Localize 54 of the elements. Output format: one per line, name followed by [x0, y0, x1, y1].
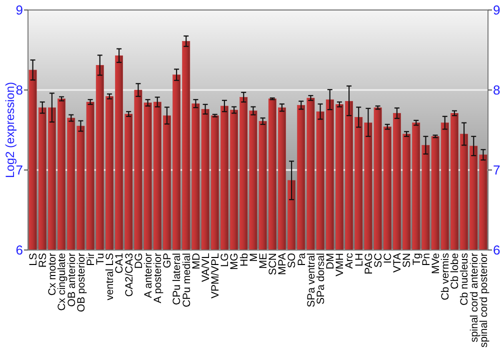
x-tick-label: M	[248, 253, 260, 262]
x-tick-label: OB anterior	[66, 252, 78, 307]
x-tick-label: SN	[401, 253, 414, 268]
x-tick-label: Pir	[84, 252, 97, 266]
x-tick-label: A posterior	[152, 252, 164, 304]
y-tick-label: 9	[16, 2, 23, 18]
x-tick-label: VTA	[392, 253, 404, 273]
x-tick-label: GP	[162, 253, 174, 268]
x-tick-label: DM	[324, 253, 337, 270]
x-tick-label: MPA	[276, 253, 289, 275]
y-tick-label: 8	[16, 82, 23, 98]
x-tick-label: Arc	[344, 253, 356, 269]
x-tick-label: OB posterior	[75, 252, 88, 312]
x-tick-label: A anterior	[142, 252, 154, 298]
x-tick-label: SC	[372, 252, 384, 268]
x-tick-label: MD	[190, 252, 202, 270]
x-tick-label: SCN	[267, 253, 280, 276]
x-tick-label: SO	[286, 253, 298, 268]
y2-tick-label: 7	[493, 162, 500, 178]
x-tick-label: Pa	[296, 252, 308, 266]
x-tick-label: LS	[27, 253, 40, 266]
x-tick-label: CA2/CA3	[123, 252, 136, 297]
x-tick-label: Hb	[238, 252, 250, 266]
x-tick-label: ME	[257, 253, 270, 269]
x-tick-label: Cx cingulate	[56, 252, 68, 311]
x-tick-label: CPu lateral	[171, 253, 184, 305]
y2-tick-label: 8	[493, 82, 500, 98]
x-tick-label: DG	[132, 253, 145, 269]
y2-tick-label: 6	[493, 242, 500, 258]
x-tick-label: VA/VL	[200, 252, 212, 282]
x-tick-label: CPu medial	[180, 253, 193, 308]
y-axis-title: Log2 (expression)	[3, 82, 18, 178]
x-tick-label: VMH	[334, 253, 346, 276]
x-tick-label: SPa dorsal	[314, 253, 327, 304]
y2-tick-label: 9	[493, 2, 500, 18]
x-tick-label: IC	[382, 252, 394, 264]
x-tick-label: VPM/VPL	[210, 252, 222, 299]
x-tick-label: LH	[353, 253, 366, 266]
x-tick-label: PAG	[362, 253, 375, 274]
x-tick-label: MVe	[430, 252, 442, 274]
x-tick-label: RS	[37, 253, 50, 268]
x-tick-label: Tg	[410, 252, 423, 266]
x-tick-label: LG	[219, 253, 232, 268]
x-tick-label: Cb lobe	[449, 252, 462, 290]
x-tick-label: Tu	[94, 252, 107, 265]
x-tick-label: ventral LS	[104, 253, 116, 300]
x-tick-label: CA1	[114, 252, 126, 274]
x-tick-label: SPa ventral	[305, 253, 318, 308]
y-tick-label: 6	[16, 242, 23, 258]
x-tick-label: MG	[228, 253, 241, 270]
x-tick-label: spinal cord anterior	[468, 252, 480, 342]
x-tick-label: Cb nucleus	[458, 253, 471, 306]
y-tick-label: 7	[16, 162, 23, 178]
x-tick-label: spinal cord posterior	[478, 252, 490, 348]
